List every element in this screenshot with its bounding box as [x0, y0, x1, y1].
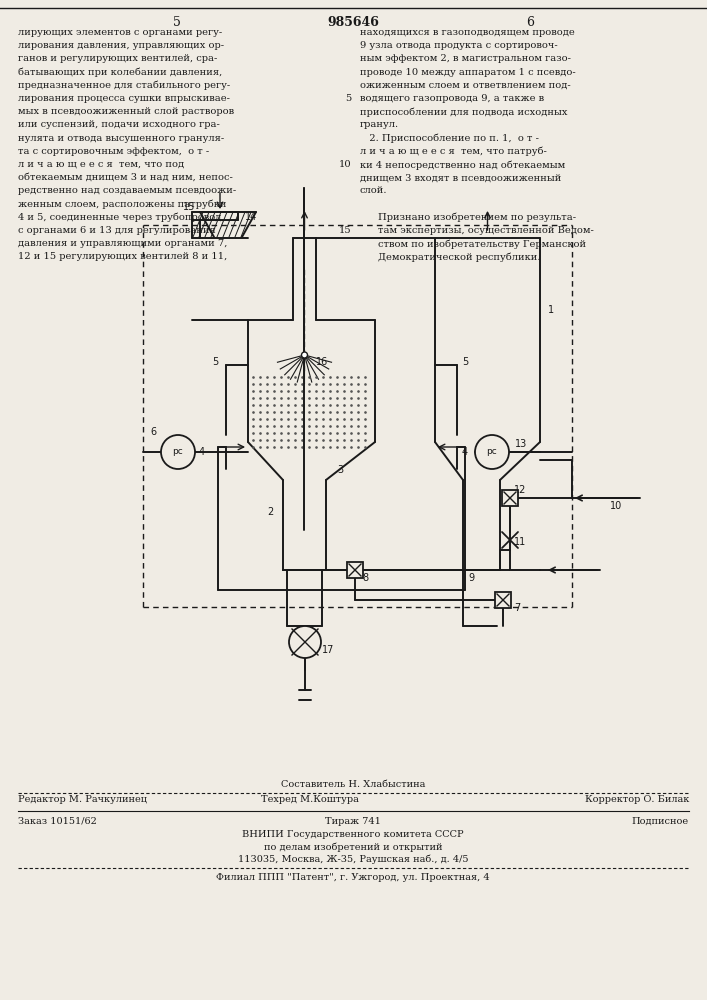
- Text: ным эффектом 2, в магистральном газо-: ным эффектом 2, в магистральном газо-: [360, 54, 571, 63]
- Text: 10: 10: [610, 501, 622, 511]
- Text: 5: 5: [462, 357, 468, 367]
- Text: 3: 3: [337, 465, 343, 475]
- Text: 15: 15: [182, 202, 195, 212]
- Text: 16: 16: [316, 357, 328, 367]
- Text: 9 узла отвода продукта с сортировоч-: 9 узла отвода продукта с сортировоч-: [360, 41, 558, 50]
- Text: 113035, Москва, Ж-35, Раушская наб., д. 4/5: 113035, Москва, Ж-35, Раушская наб., д. …: [238, 854, 468, 863]
- Text: находящихся в газоподводящем проводе: находящихся в газоподводящем проводе: [360, 28, 575, 37]
- Text: 4: 4: [462, 447, 468, 457]
- Text: Тираж 741: Тираж 741: [325, 817, 381, 826]
- Text: ожиженным слоем и ответвлением под-: ожиженным слоем и ответвлением под-: [360, 81, 571, 90]
- Text: с органами 6 и 13 для регулирования: с органами 6 и 13 для регулирования: [18, 226, 216, 235]
- Text: 8: 8: [362, 573, 368, 583]
- Bar: [495, 592, 511, 608]
- Circle shape: [475, 435, 509, 469]
- Text: Признано изобретением по результа-: Признано изобретением по результа-: [378, 213, 576, 222]
- Bar: [502, 490, 518, 506]
- Text: мых в псевдоожиженный слой растворов: мых в псевдоожиженный слой растворов: [18, 107, 234, 116]
- Text: 10: 10: [339, 160, 351, 169]
- Text: лирующих элементов с органами регу-: лирующих элементов с органами регу-: [18, 28, 222, 37]
- Text: Демократической республики.: Демократической республики.: [378, 252, 540, 262]
- Text: Техред М.Коштура: Техред М.Коштура: [261, 795, 359, 804]
- Circle shape: [301, 352, 308, 358]
- Text: 15: 15: [339, 226, 351, 235]
- Text: днищем 3 входят в псевдоожиженный: днищем 3 входят в псевдоожиженный: [360, 173, 561, 182]
- Text: обтекаемым днищем 3 и над ним, непос-: обтекаемым днищем 3 и над ним, непос-: [18, 173, 233, 182]
- Text: 14: 14: [245, 212, 257, 222]
- Text: или суспензий, подачи исходного гра-: или суспензий, подачи исходного гра-: [18, 120, 220, 129]
- Text: женным слоем, расположены патрубки: женным слоем, расположены патрубки: [18, 200, 226, 209]
- Text: 6: 6: [526, 16, 534, 29]
- Text: 5: 5: [212, 357, 218, 367]
- Text: 2: 2: [267, 507, 273, 517]
- Bar: [347, 562, 363, 578]
- Text: нулята и отвода высушенного грануля-: нулята и отвода высушенного грануля-: [18, 134, 224, 143]
- Text: л и ч а ю щ е е с я  тем, что под: л и ч а ю щ е е с я тем, что под: [18, 160, 184, 169]
- Text: 5: 5: [345, 94, 351, 103]
- Circle shape: [161, 435, 195, 469]
- Text: 985646: 985646: [327, 16, 379, 29]
- Text: водящего газопровода 9, а также в: водящего газопровода 9, а также в: [360, 94, 544, 103]
- Text: Составитель Н. Хлабыстина: Составитель Н. Хлабыстина: [281, 780, 425, 789]
- Text: 6: 6: [151, 427, 157, 437]
- Text: 17: 17: [322, 645, 334, 655]
- Text: по делам изобретений и открытий: по делам изобретений и открытий: [264, 842, 443, 852]
- Text: там экспертизы, осуществленной Ведом-: там экспертизы, осуществленной Ведом-: [378, 226, 594, 235]
- Text: 5: 5: [173, 16, 181, 29]
- Text: л и ч а ю щ е е с я  тем, что патруб-: л и ч а ю щ е е с я тем, что патруб-: [360, 147, 547, 156]
- Text: рс: рс: [173, 448, 183, 456]
- Text: батывающих при колебании давления,: батывающих при колебании давления,: [18, 68, 222, 77]
- Text: слой.: слой.: [360, 186, 387, 195]
- Text: 4 и 5, соединенные через трубопровод: 4 и 5, соединенные через трубопровод: [18, 213, 221, 222]
- Text: 7: 7: [514, 603, 520, 613]
- Text: 13: 13: [515, 439, 527, 449]
- Text: давления и управляющими органами 7,: давления и управляющими органами 7,: [18, 239, 228, 248]
- Text: рс: рс: [486, 448, 498, 456]
- Text: предназначенное для стабильного регу-: предназначенное для стабильного регу-: [18, 81, 230, 90]
- Text: гранул.: гранул.: [360, 120, 399, 129]
- Text: Корректор О. Билак: Корректор О. Билак: [585, 795, 689, 804]
- Text: приспособлении для подвода исходных: приспособлении для подвода исходных: [360, 107, 568, 117]
- Text: редственно над создаваемым псевдоожи-: редственно над создаваемым псевдоожи-: [18, 186, 236, 195]
- Text: Филиал ППП "Патент", г. Ужгород, ул. Проектная, 4: Филиал ППП "Патент", г. Ужгород, ул. Про…: [216, 873, 490, 882]
- Text: 1: 1: [548, 305, 554, 315]
- Text: Редактор М. Рачкулинец: Редактор М. Рачкулинец: [18, 795, 147, 804]
- Text: ганов и регулирующих вентилей, сра-: ганов и регулирующих вентилей, сра-: [18, 54, 217, 63]
- Text: лирования процесса сушки впрыскивае-: лирования процесса сушки впрыскивае-: [18, 94, 230, 103]
- Text: ством по изобретательству Германской: ством по изобретательству Германской: [378, 239, 586, 249]
- Circle shape: [289, 626, 321, 658]
- Text: ки 4 непосредственно над обтекаемым: ки 4 непосредственно над обтекаемым: [360, 160, 566, 169]
- Text: ВНИПИ Государственного комитета СССР: ВНИПИ Государственного комитета СССР: [243, 830, 464, 839]
- Text: 12: 12: [514, 485, 527, 495]
- Text: лирования давления, управляющих ор-: лирования давления, управляющих ор-: [18, 41, 224, 50]
- Text: 11: 11: [514, 537, 526, 547]
- Text: Заказ 10151/62: Заказ 10151/62: [18, 817, 97, 826]
- Text: 12 и 15 регулирующих вентилей 8 и 11,: 12 и 15 регулирующих вентилей 8 и 11,: [18, 252, 227, 261]
- Text: проводе 10 между аппаратом 1 с псевдо-: проводе 10 между аппаратом 1 с псевдо-: [360, 68, 575, 77]
- Text: Подписное: Подписное: [632, 817, 689, 826]
- Text: 9: 9: [468, 573, 474, 583]
- Text: 2. Приспособление по п. 1,  о т -: 2. Приспособление по п. 1, о т -: [360, 134, 539, 143]
- Text: 4: 4: [199, 447, 205, 457]
- Text: та с сортировочным эффектом,  о т -: та с сортировочным эффектом, о т -: [18, 147, 209, 156]
